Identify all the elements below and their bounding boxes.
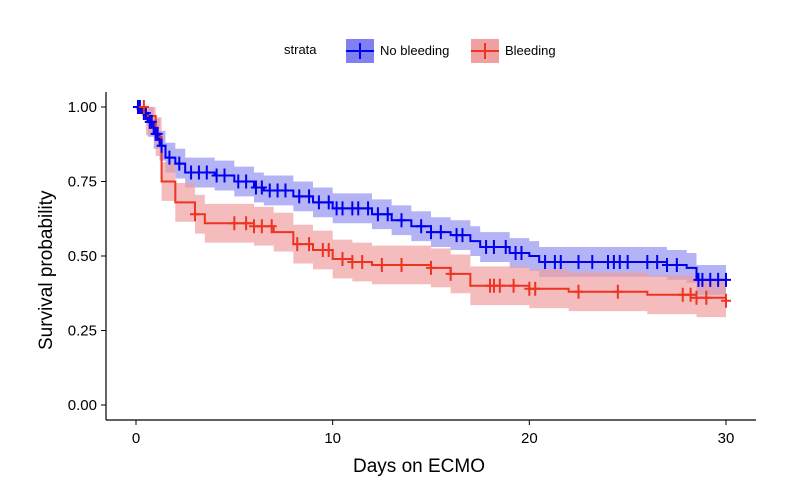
censor-mark: [190, 207, 200, 222]
censor-mark: [396, 213, 407, 228]
censor-mark: [435, 225, 446, 240]
censor-mark: [622, 254, 633, 269]
censor-mark: [376, 257, 387, 272]
censor-mark: [256, 180, 267, 195]
censor-mark: [337, 251, 348, 266]
censor-mark: [294, 189, 305, 204]
censor-mark: [164, 150, 175, 165]
censor-mark: [573, 254, 584, 269]
ci-band-1: [136, 107, 726, 321]
censor-mark: [292, 237, 303, 252]
censor-mark: [337, 201, 348, 216]
censor-mark: [721, 293, 731, 308]
censor-mark: [382, 207, 393, 222]
censor-mark: [146, 114, 157, 129]
censor-mark: [353, 201, 364, 216]
censor-mark: [156, 138, 167, 153]
censor-mark: [138, 100, 149, 114]
y-axis-label: Survival probability: [36, 190, 57, 350]
censor-mark: [323, 195, 334, 210]
censor-mark: [280, 183, 291, 198]
censor-mark: [304, 189, 315, 204]
censor-mark: [357, 254, 368, 269]
censor-mark: [396, 257, 407, 272]
censor-mark: [508, 278, 519, 293]
legend-label-bleeding: Bleeding: [505, 43, 556, 58]
censor-mark: [174, 156, 185, 171]
x-tick-label: 30: [718, 430, 735, 447]
censor-mark: [219, 168, 230, 183]
censor-mark: [445, 266, 456, 281]
legend: strata No bleeding Bleeding: [284, 39, 556, 63]
legend-title: strata: [284, 42, 317, 57]
legend-label-no-bleeding: No bleeding: [380, 43, 449, 58]
y-tick-label: 1.00: [68, 99, 97, 116]
censor-mark: [241, 174, 252, 189]
censor-mark: [530, 281, 541, 296]
censor-mark: [266, 219, 277, 234]
censor-mark: [691, 290, 702, 305]
censor-mark: [685, 287, 696, 302]
censor-mark: [671, 257, 682, 272]
censor-mark: [612, 284, 623, 299]
censor-mark: [587, 254, 598, 269]
censor-mark: [304, 237, 315, 252]
censor-mark: [516, 246, 527, 261]
y-tick-label: 0.75: [68, 174, 97, 191]
censor-mark: [555, 254, 566, 269]
censor-mark: [721, 272, 731, 287]
censor-mark: [488, 240, 499, 255]
x-tick-label: 10: [324, 430, 341, 447]
y-tick-label: 0.50: [68, 248, 97, 265]
censor-mark: [229, 216, 240, 231]
censor-mark: [494, 278, 505, 293]
censor-mark: [701, 290, 712, 305]
censor-mark: [140, 105, 151, 120]
censor-mark: [416, 219, 427, 234]
ci-band-0: [136, 107, 726, 295]
censor-mark: [201, 165, 212, 180]
censor-mark: [241, 216, 252, 231]
x-tick-label: 0: [132, 430, 140, 447]
y-tick-label: 0.00: [68, 397, 97, 414]
censor-mark: [457, 228, 468, 243]
censor-mark: [363, 201, 374, 216]
x-axis-label: Days on ECMO: [353, 456, 485, 477]
censor-mark: [313, 195, 324, 210]
censor-mark: [540, 254, 551, 269]
censor-mark: [662, 257, 672, 272]
x-tick-label: 20: [521, 430, 538, 447]
censor-mark: [652, 254, 663, 269]
censor-mark: [573, 284, 584, 299]
censor-mark: [426, 225, 436, 240]
censor-mark: [323, 243, 334, 258]
censor-mark: [642, 254, 653, 269]
survival-curve-0: [136, 106, 726, 281]
censor-mark: [152, 126, 163, 141]
censor-mark: [372, 207, 383, 222]
y-tick-label: 0.25: [68, 323, 97, 340]
censor-mark: [256, 219, 267, 234]
censor-mark: [347, 254, 358, 269]
censor-mark: [426, 260, 436, 275]
censor-mark: [500, 240, 511, 255]
